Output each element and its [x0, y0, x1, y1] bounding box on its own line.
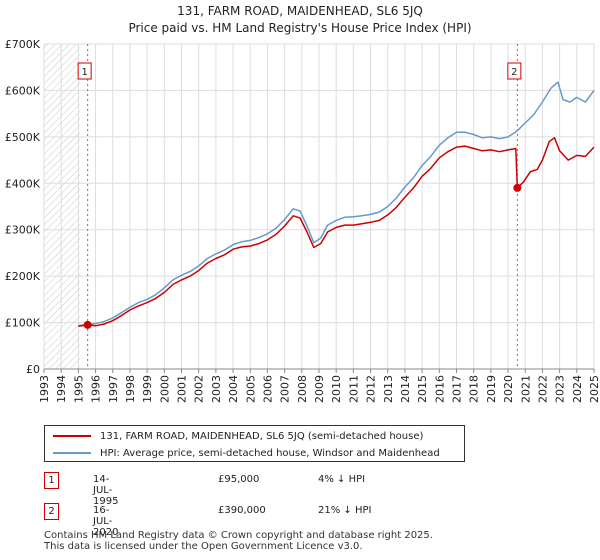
- x-tick-label: 2020: [502, 375, 515, 403]
- legend-entry-property: 131, FARM ROAD, MAIDENHEAD, SL6 5JQ (sem…: [53, 428, 423, 444]
- x-tick-label: 1997: [107, 375, 120, 403]
- pre-data-hatched-region: [44, 44, 81, 369]
- x-tick-label: 2008: [296, 375, 309, 403]
- x-tick-label: 2023: [554, 375, 567, 403]
- x-tick-label: 2015: [416, 375, 429, 403]
- y-tick-label: £0: [26, 363, 40, 376]
- x-tick-label: 1994: [55, 375, 68, 403]
- sale-price-2: £390,000: [218, 505, 266, 516]
- x-tick-label: 2006: [261, 375, 274, 403]
- sale-hpi-2: 21% ↓ HPI: [318, 505, 372, 516]
- x-tick-label: 2004: [227, 375, 240, 403]
- legend-swatch-property: [53, 435, 91, 437]
- chart-legend: 131, FARM ROAD, MAIDENHEAD, SL6 5JQ (sem…: [44, 425, 465, 462]
- x-tick-label: 2009: [313, 375, 326, 403]
- x-tick-label: 1998: [124, 375, 137, 403]
- x-tick-label: 2001: [176, 375, 189, 403]
- sale-2-marker-box: [507, 62, 522, 80]
- price-chart: 1 2 £0 £100K £200K £300K £400K £500K £600K £700K…: [5, 38, 600, 403]
- y-tick-label: £600K: [5, 84, 41, 97]
- y-tick-label: £700K: [5, 38, 41, 51]
- x-tick-label: 2025: [588, 375, 600, 403]
- x-tick-label: 1999: [141, 375, 154, 403]
- x-tick-label: 2000: [158, 375, 171, 403]
- legend-label-property: 131, FARM ROAD, MAIDENHEAD, SL6 5JQ (sem…: [100, 430, 424, 442]
- x-tick-label: 1993: [38, 375, 51, 403]
- x-tick-label: 2010: [330, 375, 343, 403]
- legend-swatch-hpi: [53, 452, 91, 454]
- x-tick-label: 2003: [210, 375, 223, 403]
- x-tick-label: 2024: [571, 375, 584, 403]
- x-tick-label: 2013: [382, 375, 395, 403]
- y-tick-label: £300K: [5, 224, 41, 237]
- x-tick-label: 2002: [193, 375, 206, 403]
- sale-badge-2: 2: [44, 503, 59, 520]
- x-tick-label: 2021: [519, 375, 532, 403]
- sale-2-marker-label: 2: [511, 67, 517, 78]
- sale-1-marker-label: 1: [81, 67, 87, 78]
- sale-1-point: [83, 320, 92, 329]
- y-tick-label: £200K: [5, 270, 41, 283]
- sale-2-point: [513, 183, 522, 192]
- y-tick-label: £500K: [5, 131, 41, 144]
- x-tick-label: 2012: [365, 375, 378, 403]
- footer-licence: This data is licensed under the Open Gov…: [44, 541, 363, 552]
- sale-price-1: £95,000: [218, 474, 260, 485]
- legend-label-hpi: HPI: Average price, semi-detached house,…: [100, 447, 440, 459]
- sale-date-1: 14-JUL-1995: [93, 474, 119, 507]
- x-tick-label: 2018: [468, 375, 481, 403]
- x-tick-label: 2005: [244, 375, 257, 403]
- x-tick-label: 2014: [399, 375, 412, 403]
- chart-subtitle: Price paid vs. HM Land Registry's House …: [128, 21, 472, 35]
- legend-entry-hpi: HPI: Average price, semi-detached house,…: [53, 445, 440, 461]
- x-tick-label: 2017: [451, 375, 464, 403]
- x-tick-label: 2016: [433, 375, 446, 403]
- sale-hpi-1: 4% ↓ HPI: [318, 474, 366, 485]
- x-tick-label: 2011: [347, 375, 360, 403]
- x-tick-label: 2022: [536, 375, 549, 403]
- sale-date-2: 16-JUL-2020: [93, 505, 119, 538]
- y-tick-label: £400K: [5, 177, 41, 190]
- chart-title: 131, FARM ROAD, MAIDENHEAD, SL6 5JQ: [177, 4, 423, 18]
- x-tick-label: 1996: [90, 375, 103, 403]
- x-tick-label: 1995: [72, 375, 85, 403]
- y-tick-label: £100K: [5, 317, 41, 330]
- footer-copyright: Contains HM Land Registry data © Crown c…: [44, 530, 433, 541]
- x-tick-label: 2019: [485, 375, 498, 403]
- hpi-series-line: [78, 81, 595, 327]
- sale-1-marker-box: [77, 62, 92, 80]
- sale-badge-1: 1: [44, 472, 59, 489]
- x-tick-label: 2007: [279, 375, 292, 403]
